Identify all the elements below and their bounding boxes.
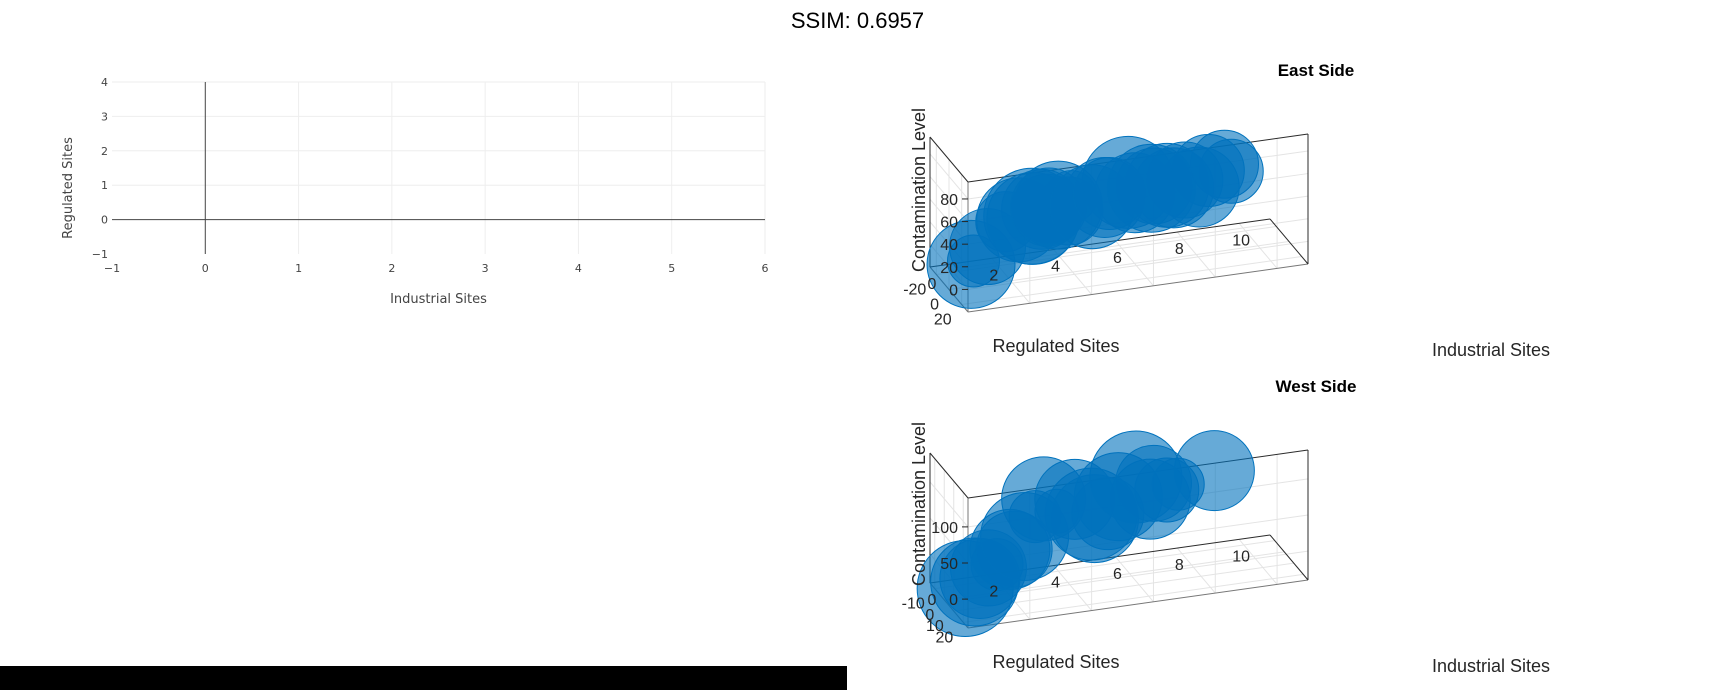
x-tick-label: 3	[482, 262, 489, 275]
side-wall-gridline	[929, 176, 969, 222]
box-edge	[967, 263, 1309, 313]
x-tick-label: 2	[989, 267, 998, 284]
floor-gridline	[1176, 547, 1216, 594]
z-axis-label: Contamination Level	[909, 422, 929, 586]
floor-gridline	[961, 256, 1302, 305]
x-tick-label: 2	[989, 583, 998, 600]
x-axis-label: Industrial Sites	[1432, 656, 1550, 676]
box-edge	[929, 452, 969, 499]
side-wall-gridline	[929, 481, 969, 528]
chart-title: East Side	[1278, 61, 1355, 80]
header: SSIM: 0.6957	[0, 0, 1715, 50]
x-tick-label: 6	[1113, 566, 1122, 583]
box-edge	[967, 579, 1309, 629]
x-tick-label: 2	[388, 262, 395, 275]
y-tick-label: 4	[101, 76, 108, 89]
y-tick-label: -20	[903, 282, 926, 299]
floor-gridline	[963, 573, 1304, 623]
z-tick-label: 20	[940, 260, 958, 277]
x-tick-label: −1	[104, 262, 120, 275]
x-tick-label: 0	[202, 262, 209, 275]
x-tick-label: 0	[928, 592, 937, 609]
y-tick-label: 0	[930, 297, 939, 314]
right-chart-panel: 0 2 4 6 8 10 20 0 -20 0 20 40 60 80 East Side Industria…	[850, 50, 1715, 690]
y-tick-label: −1	[92, 248, 108, 261]
z-axis-label: Contamination Level	[909, 108, 929, 272]
floor-gridline	[1115, 556, 1154, 603]
y-axis-label: Regulated Sites	[992, 652, 1119, 672]
x-tick-label: 10	[1232, 548, 1250, 565]
x-tick-label: 0	[928, 276, 937, 293]
y-tick-label: 3	[101, 110, 108, 123]
ssim-score: SSIM: 0.6957	[790, 8, 925, 33]
side-wall-gridline	[929, 153, 969, 200]
left-chart-panel: −1 0 1 2 3 4 5 6 −1 0 1 2 3 4 Industrial Sites Regulate…	[0, 50, 850, 690]
z-tick-label: 100	[931, 520, 958, 537]
floor-gridline	[1053, 565, 1093, 611]
z-tick-label: 40	[940, 237, 958, 254]
y-tick-label: 10	[926, 618, 944, 635]
box-edge	[929, 136, 969, 183]
left-scatter-chart: −1 0 1 2 3 4 5 6 −1 0 1 2 3 4 Industrial Sites Regulate…	[61, 76, 769, 307]
x-tick-label: 1	[295, 262, 302, 275]
y-tick-label: 1	[101, 179, 108, 192]
z-tick-label: 80	[940, 192, 958, 209]
z-tick-label: 50	[940, 556, 958, 573]
y-tick-label: 20	[935, 629, 953, 646]
y-tick-label: 0	[101, 214, 108, 227]
x-tick-label: 4	[1051, 575, 1060, 592]
floor-gridline	[1238, 539, 1278, 585]
y-axis-label: Regulated Sites	[61, 137, 76, 239]
y-tick-label: 20	[934, 312, 952, 329]
x-tick-label: 4	[575, 262, 582, 275]
x-tick-label: 10	[1232, 232, 1250, 249]
black-bar	[0, 666, 847, 690]
y-axis-line	[1269, 534, 1309, 581]
x-tick-label: 8	[1175, 557, 1184, 574]
back-wall-gridline	[967, 240, 1309, 290]
x-tick-label: 4	[1051, 259, 1060, 276]
data-point	[1106, 143, 1196, 233]
x-axis-label: Industrial Sites	[1432, 340, 1550, 360]
y-tick-label: -10	[902, 596, 925, 613]
x-tick-label: 5	[668, 262, 675, 275]
y-axis-label: Regulated Sites	[992, 336, 1119, 356]
x-tick-label: 8	[1175, 241, 1184, 258]
x-tick-label: 6	[1113, 250, 1122, 267]
y-axis-line	[1269, 218, 1309, 265]
back-wall-gridline	[967, 550, 1309, 600]
data-point	[1173, 430, 1255, 512]
chart-title: West Side	[1276, 377, 1357, 396]
z-tick-label: 0	[949, 282, 958, 299]
y-tick-label: 0	[925, 607, 934, 624]
y-tick-label: 2	[101, 145, 108, 158]
z-tick-label: 0	[949, 592, 958, 609]
x-axis-label: Industrial Sites	[390, 292, 487, 307]
x-tick-label: 6	[762, 262, 769, 275]
z-tick-label: 60	[940, 215, 958, 232]
